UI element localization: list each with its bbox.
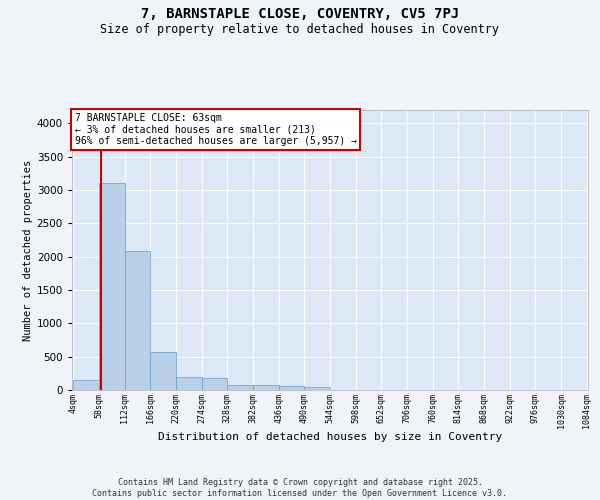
Text: 7, BARNSTAPLE CLOSE, COVENTRY, CV5 7PJ: 7, BARNSTAPLE CLOSE, COVENTRY, CV5 7PJ bbox=[141, 8, 459, 22]
Bar bbox=[253, 386, 278, 390]
Bar bbox=[227, 384, 253, 390]
Bar bbox=[176, 378, 202, 390]
Bar bbox=[279, 386, 304, 390]
Bar bbox=[304, 386, 330, 390]
Text: Size of property relative to detached houses in Coventry: Size of property relative to detached ho… bbox=[101, 22, 499, 36]
Text: 7 BARNSTAPLE CLOSE: 63sqm
← 3% of detached houses are smaller (213)
96% of semi-: 7 BARNSTAPLE CLOSE: 63sqm ← 3% of detach… bbox=[74, 113, 356, 146]
Bar bbox=[125, 252, 150, 390]
Bar bbox=[99, 184, 125, 390]
Bar bbox=[202, 378, 227, 390]
Y-axis label: Number of detached properties: Number of detached properties bbox=[23, 160, 32, 340]
X-axis label: Distribution of detached houses by size in Coventry: Distribution of detached houses by size … bbox=[158, 432, 502, 442]
Text: Contains HM Land Registry data © Crown copyright and database right 2025.
Contai: Contains HM Land Registry data © Crown c… bbox=[92, 478, 508, 498]
Bar bbox=[151, 352, 176, 390]
Bar bbox=[73, 380, 99, 390]
